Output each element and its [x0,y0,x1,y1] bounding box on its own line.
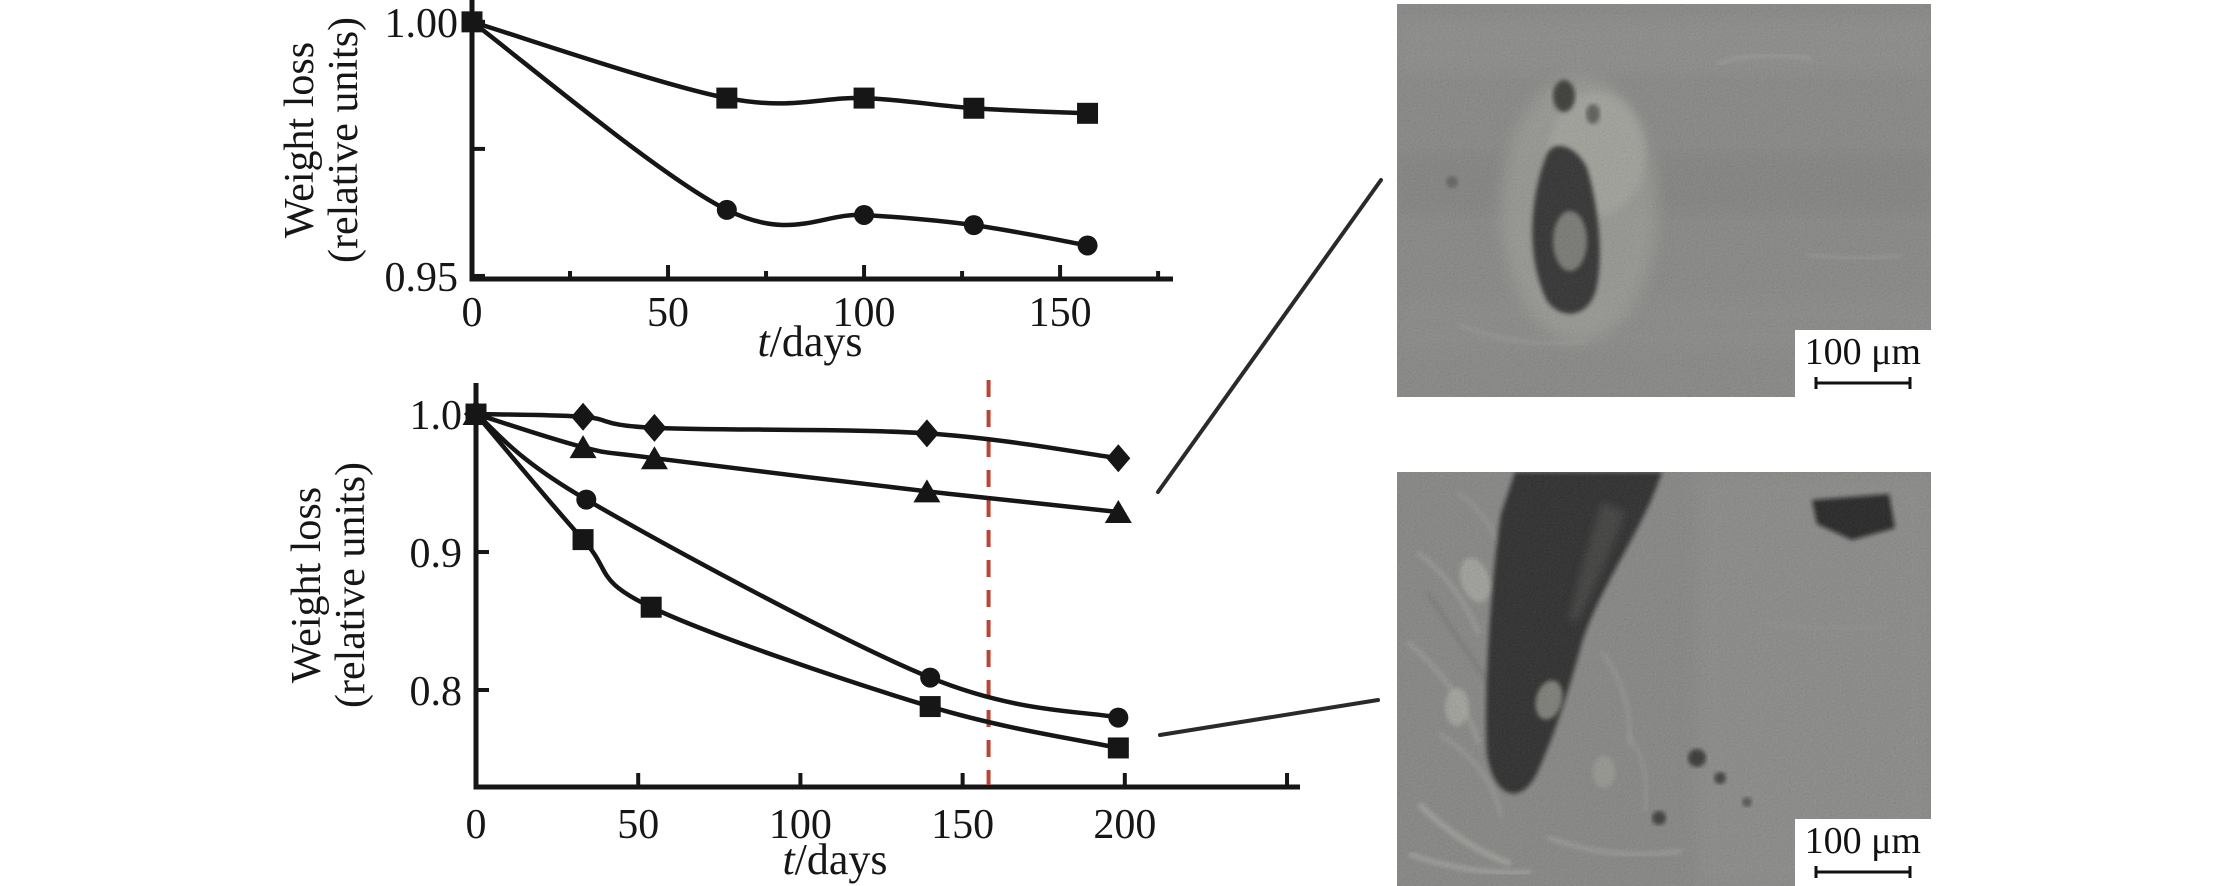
sem-image-top: 100 μm [1397,4,1931,397]
bottom-chart-xtick-label: 200 [1093,802,1156,848]
scale-bar-top-line [1814,377,1912,389]
bottom-chart-axes [473,383,1300,790]
top-chart-ylabel-line2: (relative units) [321,17,367,263]
top-chart-ytick-label: 1.00 [385,1,459,47]
bottom-chart-ylabel-line1: Weight loss [284,487,330,683]
scale-bar-bottom-label: 100 μm [1804,820,1921,863]
bottom-chart-xtick-label: 0 [466,802,487,848]
sem-top-texture [1397,4,1931,397]
bottom-chart-diamond-series-line [475,411,1119,461]
top-chart-ylabel-line1: Weight loss [277,42,323,238]
bottom-chart-circle-series-markers [466,404,1129,728]
bottom-chart-ytick-label: 0.8 [410,669,463,715]
sem-image-bottom: 100 μm [1397,472,1931,886]
scale-bar-top-label: 100 μm [1804,331,1921,374]
top-chart: 0 50 100 150 1.00 0.95 t/days Weight loss(relat… [277,0,1173,366]
bottom-chart-ylabel-line2: (relative units) [328,462,374,708]
bottom-chart-xlabel: t/days [782,835,887,884]
top-chart-square-series-markers [461,11,1099,124]
top-chart-xlabel: t/days [757,317,862,366]
top-chart-xtick-label: 0 [462,290,483,336]
top-chart-square-series-line [471,19,1088,116]
bottom-chart-ytick-label: 1.0 [410,393,463,439]
bottom-chart-xtick-label: 150 [931,802,994,848]
bottom-chart-triangle-series-line [475,411,1119,515]
top-chart-xtick-label: 150 [1029,290,1092,336]
sem-bottom-texture [1397,472,1931,886]
bottom-chart-circle-series-line [474,412,1119,720]
bottom-chart-ytick-label: 0.9 [410,531,463,577]
top-chart-ytick-label: 0.95 [385,255,459,301]
bottom-chart-square-series-line [474,412,1119,751]
scale-bar-bottom-line [1814,866,1912,878]
top-chart-xtick-label: 50 [647,290,689,336]
bottom-chart-square-series-markers [465,403,1129,759]
scale-bar-bottom: 100 μm [1794,819,1931,886]
callout-line-2 [1158,698,1380,737]
callout-line-1 [1156,178,1383,494]
bottom-chart-xtick-label: 50 [617,802,659,848]
top-chart-circle-series-line [470,20,1088,248]
bottom-chart-diamond-series-markers [464,400,1131,473]
scale-bar-top: 100 μm [1794,330,1931,397]
top-chart-axes [469,0,1173,282]
top-chart-xtick-label: 100 [833,290,896,336]
bottom-chart: 0 50 100 150 200 1.0 0.9 0.8 t/days Weight loss(r… [284,380,1300,884]
bottom-chart-xtick-label: 100 [769,802,832,848]
